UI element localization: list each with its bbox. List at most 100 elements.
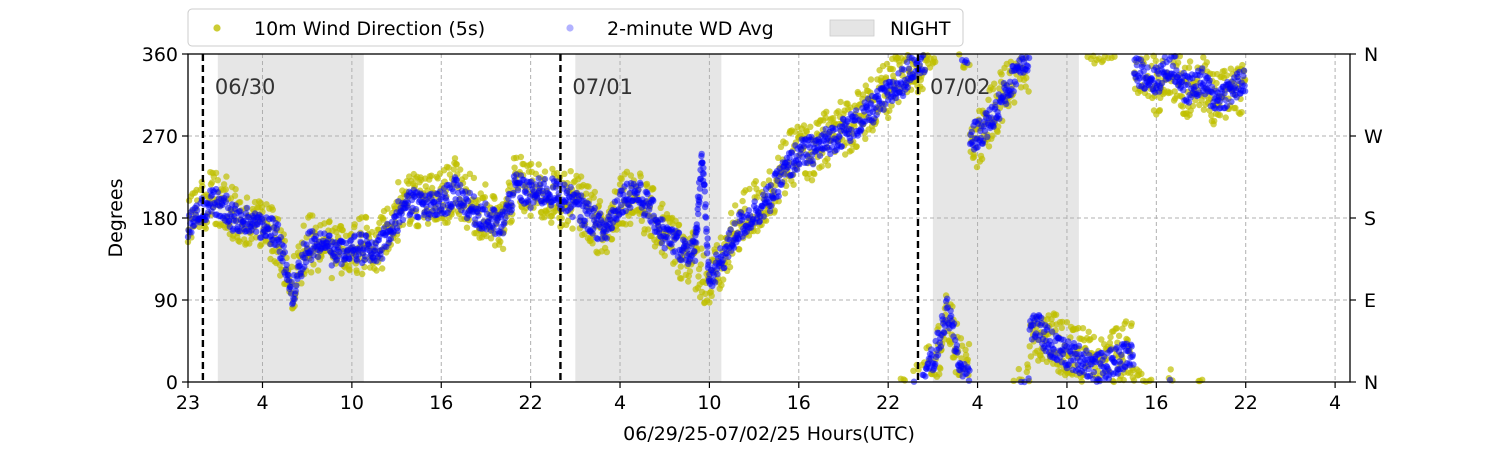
data-point [952, 336, 959, 344]
data-point [732, 202, 739, 209]
data-point [1208, 83, 1216, 91]
x-tick-label: 10 [1055, 392, 1079, 414]
data-point [650, 185, 657, 192]
data-point [691, 248, 698, 255]
data-point [957, 335, 965, 342]
data-point [528, 160, 535, 168]
data-point [394, 227, 401, 235]
data-point [1129, 351, 1137, 359]
data-point [1128, 320, 1135, 327]
data-point [981, 127, 989, 135]
data-point [450, 188, 457, 195]
data-point [232, 202, 239, 209]
data-point [693, 239, 700, 246]
data-point [298, 273, 305, 280]
data-point [1239, 61, 1246, 69]
data-point [1122, 318, 1130, 325]
data-point [608, 235, 616, 243]
data-point [824, 162, 832, 169]
data-point [1048, 328, 1056, 335]
data-point [627, 172, 635, 179]
data-point [1241, 88, 1249, 95]
data-point [1026, 343, 1033, 350]
data-point [253, 228, 260, 235]
x-tick-label: 4 [972, 392, 984, 414]
data-point [691, 257, 699, 264]
data-point [1199, 65, 1206, 72]
data-point [695, 210, 702, 218]
data-point [899, 92, 907, 100]
data-point [627, 204, 634, 211]
data-point [837, 98, 844, 106]
data-point [1027, 353, 1035, 360]
data-point [1128, 343, 1135, 350]
data-point [862, 82, 869, 89]
data-point [697, 261, 704, 268]
data-point [717, 234, 725, 241]
data-point [703, 250, 711, 257]
data-point [677, 263, 684, 270]
data-point [838, 143, 845, 150]
data-point [675, 229, 683, 236]
data-point [731, 220, 738, 227]
data-point [379, 255, 386, 262]
data-point [415, 214, 422, 221]
data-point [491, 195, 498, 202]
data-point [497, 238, 504, 245]
data-point [196, 223, 203, 230]
data-point [614, 197, 621, 204]
data-point [827, 150, 834, 158]
data-point [363, 224, 370, 231]
data-point [357, 239, 365, 247]
data-point [1125, 347, 1133, 355]
right-tick-label: N [1364, 44, 1378, 66]
data-point [1223, 102, 1231, 110]
data-point [339, 227, 346, 234]
data-point [1010, 88, 1017, 95]
data-point [1111, 53, 1118, 60]
data-point [499, 230, 507, 237]
data-point [858, 126, 865, 134]
data-point [706, 299, 713, 306]
data-point [444, 219, 451, 226]
day-boundaries: 06/30 07/01 07/02 [201, 54, 991, 382]
data-point [781, 171, 788, 178]
data-point [768, 202, 775, 210]
data-point [922, 373, 929, 380]
data-point [968, 128, 975, 136]
legend-marker-wd-avg [566, 24, 574, 32]
data-point [661, 252, 668, 259]
data-point [637, 173, 644, 180]
data-point [992, 104, 999, 111]
data-point [191, 221, 198, 229]
data-point [954, 349, 961, 356]
data-point [1203, 59, 1211, 66]
legend: 10m Wind Direction (5s) 2-minute WD Avg … [187, 8, 964, 47]
data-point [1185, 64, 1193, 71]
data-point [363, 214, 370, 221]
data-point [188, 229, 195, 236]
data-point [1096, 377, 1103, 385]
data-point [220, 181, 228, 188]
data-point [569, 225, 576, 232]
data-point [1119, 325, 1126, 332]
data-point [603, 248, 610, 256]
data-point [328, 274, 335, 282]
data-point [788, 149, 796, 156]
data-point [428, 172, 435, 179]
data-point [561, 170, 568, 177]
data-point [779, 179, 786, 186]
data-point [727, 226, 734, 233]
data-point [965, 340, 973, 348]
data-point [867, 76, 875, 83]
data-point [298, 280, 305, 287]
data-point [994, 128, 1001, 135]
data-point [1156, 107, 1164, 114]
data-point [782, 140, 789, 147]
data-point [463, 224, 471, 231]
data-point [790, 181, 797, 188]
data-point [1192, 83, 1200, 90]
data-point [353, 257, 361, 264]
data-point [644, 183, 651, 190]
